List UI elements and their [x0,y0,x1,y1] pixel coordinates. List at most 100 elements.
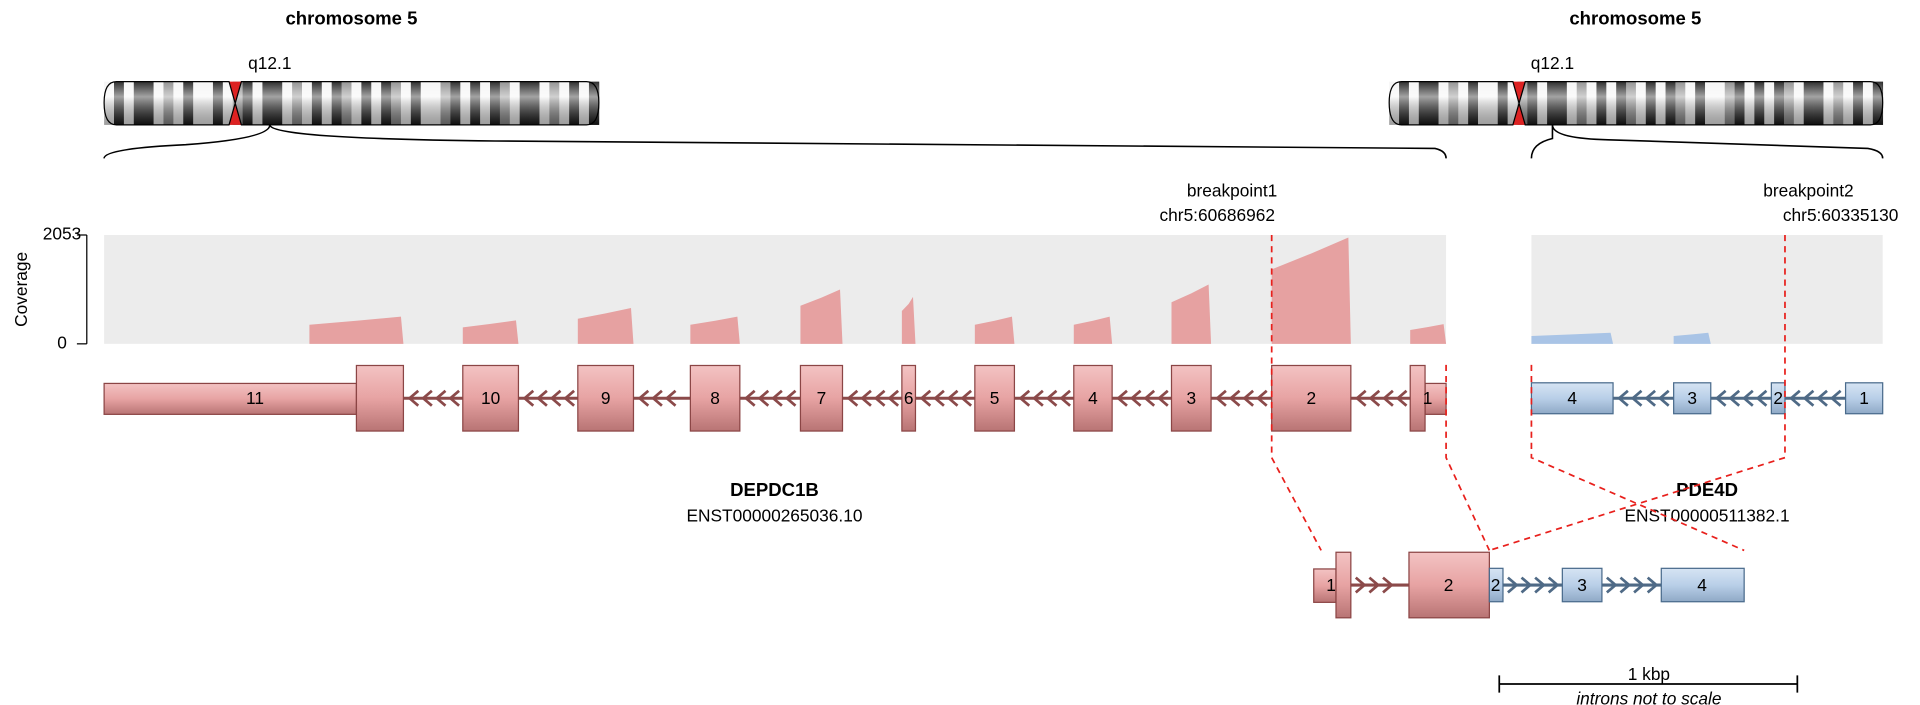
exon-label: 9 [601,388,611,408]
intron-arrow [1644,389,1656,407]
coverage-area [1073,316,1113,344]
exon-label: 3 [1577,575,1587,595]
exon-label: 8 [710,388,720,408]
intron-arrow [1657,389,1670,407]
intron-arrow [1619,576,1632,594]
fusion-exon [1335,551,1352,619]
intron-arrow [1157,389,1169,407]
exon-label: 4 [1567,388,1577,408]
chromosome-outline [1388,81,1884,126]
intron-arrow [1816,389,1828,407]
intron-arrow [1605,576,1618,594]
intron-arrow [1617,389,1629,407]
intron-arrow [549,389,562,407]
exon-label: 5 [990,388,1000,408]
exon-label: 1 [1326,575,1336,595]
intron-arrow [1116,389,1128,407]
exon [1170,364,1212,432]
band-label: q12.1 [248,53,291,73]
scale-note: introns not to scale [1576,689,1721,705]
coverage-area [800,289,843,344]
intron-arrow [563,389,575,407]
coverage-area [1531,332,1614,344]
intron-arrow [757,389,770,407]
intron-arrow [860,389,872,407]
coverage-background [1531,235,1883,344]
coverage-area [901,296,916,344]
exon-label: 10 [481,388,500,408]
breakpoint-label: breakpoint1 [1187,180,1277,200]
coverage-area [462,320,519,344]
zoom-bracket [1530,124,1884,159]
exon-label: 4 [1697,575,1707,595]
centromere [1512,81,1526,125]
chromosome-title: chromosome 5 [286,8,418,29]
exon [1073,364,1113,432]
exon-label: 2 [1491,575,1501,595]
band-label: q12.1 [1531,53,1574,73]
chromosome-title: chromosome 5 [1569,8,1701,29]
intron-arrow [536,389,548,407]
exon [901,364,917,432]
gene-name: PDE4D [1676,479,1738,500]
intron-arrow [919,389,932,407]
intron-arrow [1633,576,1645,594]
fusion-exon [1408,551,1490,619]
coverage-area [690,316,740,344]
centromere [229,81,242,125]
intron-arrow [407,389,420,407]
exon-label: 2 [1444,575,1454,595]
intron-arrow [1032,389,1044,407]
intron-arrow [1646,576,1659,594]
intron-arrow [946,389,959,407]
breakpoint-position: chr5:60686962 [1160,205,1275,225]
exon [577,364,635,432]
intron-arrow [1829,389,1842,407]
intron-arrow [1255,389,1268,407]
exon-label: 3 [1186,388,1196,408]
intron-arrow [1368,389,1381,407]
intron-arrow [1547,576,1560,594]
intron-arrow [1728,389,1741,407]
intron-arrow [771,389,783,407]
coverage-area [974,316,1015,344]
transcript-id: ENST00000265036.10 [686,506,862,526]
exon [1770,382,1786,415]
intron-arrow [1129,389,1142,407]
intron-arrow [434,389,447,407]
intron-arrow [933,389,945,407]
intron-arrow [1354,389,1367,407]
coverage-area [1171,284,1212,344]
intron-arrow [1534,576,1546,594]
intron-arrow [1714,389,1727,407]
intron-arrow [1215,389,1227,407]
coverage-area [1673,332,1711,344]
tick-label: 0 [57,332,67,352]
intron-arrow [1382,389,1394,407]
exon [1271,364,1352,432]
intron-arrow [1630,389,1643,407]
exon-label: 2 [1306,388,1316,408]
coverage-area [1271,237,1351,344]
utr [103,382,358,415]
zoom-bracket [103,124,1447,159]
intron-arrow [784,389,797,407]
intron-arrow [1045,389,1058,407]
scale-bar [1498,675,1799,693]
breakpoint-line [1270,235,1786,552]
intron-arrow [664,389,677,407]
fusion-exon [1660,567,1745,603]
intron-arrow [1382,576,1394,594]
exon [974,364,1016,432]
gene-name: DEPDC1B [730,479,819,500]
intron-arrow [448,389,460,407]
coverage-background [104,235,1447,344]
exon [355,364,405,432]
intron-arrow [1354,576,1367,594]
tick-label: 2053 [43,224,81,244]
intron-arrow [1789,389,1801,407]
intron-arrow [637,389,650,407]
exon [689,364,741,432]
